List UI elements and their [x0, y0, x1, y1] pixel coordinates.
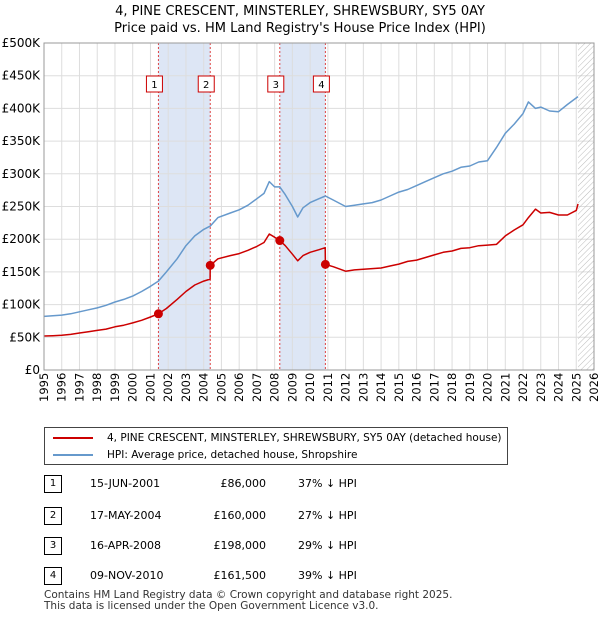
x-tick-label: 2023 [534, 373, 548, 402]
legend-label-hpi: HPI: Average price, detached house, Shro… [107, 449, 358, 461]
sale-label-2: 2 [203, 80, 209, 91]
transaction-hpi-diff: 27% ↓ HPI [298, 509, 357, 522]
legend-swatch-price [53, 437, 93, 439]
transaction-hpi-diff: 29% ↓ HPI [298, 539, 357, 552]
y-tick-label: £500K [2, 36, 42, 50]
y-tick-label: £100K [2, 298, 42, 312]
y-tick-label: £150K [2, 265, 42, 279]
forecast-hatch-region [578, 43, 594, 370]
sale-point-1 [153, 309, 163, 319]
chart-title-line2: Price paid vs. HM Land Registry's House … [114, 21, 486, 36]
x-tick-label: 2022 [516, 373, 530, 402]
x-tick-label: 2006 [232, 373, 246, 402]
y-tick-label: £350K [2, 134, 42, 148]
x-tick-label: 2007 [250, 373, 264, 402]
price-paid-series-line [43, 203, 579, 337]
x-tick-label: 2017 [427, 373, 441, 402]
x-tick-label: 2025 [569, 373, 583, 402]
sale-point-2 [205, 260, 215, 270]
x-tick-label: 2009 [285, 373, 299, 402]
chart-title-line1: 4, PINE CRESCENT, MINSTERLEY, SHREWSBURY… [115, 4, 485, 19]
sale-point-4 [320, 259, 330, 269]
transaction-number-badge: 4 [44, 567, 62, 585]
y-tick-label: £450K [2, 69, 42, 83]
x-tick-label: 2019 [463, 373, 477, 402]
table-row: 3 16-APR-2008 £198,000 29% ↓ HPI [44, 537, 564, 557]
x-tick-label: 2010 [303, 373, 317, 402]
x-tick-label: 2005 [214, 373, 228, 402]
sale-label-4: 4 [318, 80, 324, 91]
sale-label-3: 3 [273, 80, 279, 91]
x-tick-label: 2013 [356, 373, 370, 402]
sale-label-box-1 [145, 75, 163, 93]
transaction-number-badge: 2 [44, 507, 62, 525]
y-tick-label: £300K [2, 167, 42, 181]
x-tick-label: 2000 [126, 373, 140, 402]
x-tick-label: 1995 [37, 373, 51, 402]
legend-item-hpi: HPI: Average price, detached house, Shro… [53, 447, 357, 463]
x-tick-label: 2016 [410, 373, 424, 402]
price-chart: 1 2 3 4 £0 £50K £100K £150K £200K £250K £300K £350… [2, 36, 600, 402]
x-tick-label: 2020 [481, 373, 495, 402]
transaction-price: £161,500 [213, 569, 267, 582]
x-tick-label: 1997 [72, 373, 86, 402]
transaction-price: £198,000 [213, 539, 267, 552]
x-tick-label: 2001 [143, 373, 157, 402]
footer-license: This data is licensed under the Open Gov… [44, 600, 379, 612]
footer-attribution: Contains HM Land Registry data © Crown c… [44, 590, 452, 612]
transaction-hpi-diff: 37% ↓ HPI [298, 477, 357, 490]
x-tick-label: 2024 [552, 373, 566, 402]
sale-point-3 [275, 236, 285, 246]
hpi-series-line [43, 96, 579, 318]
x-tick-label: 2026 [587, 373, 600, 402]
y-tick-label: £50K [9, 330, 41, 344]
table-row: 2 17-MAY-2004 £160,000 27% ↓ HPI [44, 507, 564, 527]
x-tick-label: 1998 [90, 373, 104, 402]
x-tick-label: 2015 [392, 373, 406, 402]
transaction-number-badge: 1 [44, 475, 62, 493]
x-tick-label: 2021 [498, 373, 512, 402]
plot-frame [43, 42, 595, 371]
x-tick-label: 2008 [268, 373, 282, 402]
x-tick-label: 2012 [339, 373, 353, 402]
sale-label-1: 1 [151, 80, 157, 91]
legend-label-price: 4, PINE CRESCENT, MINSTERLEY, SHREWSBURY… [107, 432, 502, 444]
footer-copyright: Contains HM Land Registry data © Crown c… [44, 589, 453, 601]
sale-label-box-4 [312, 75, 330, 93]
transaction-number-badge: 3 [44, 537, 62, 555]
transaction-date: 17-MAY-2004 [90, 509, 162, 522]
transaction-date: 16-APR-2008 [90, 539, 162, 552]
legend: 4, PINE CRESCENT, MINSTERLEY, SHREWSBURY… [44, 427, 508, 465]
transaction-hpi-diff: 39% ↓ HPI [298, 569, 357, 582]
x-tick-label: 2004 [197, 373, 211, 402]
x-tick-label: 2014 [374, 373, 388, 402]
table-row: 4 09-NOV-2010 £161,500 39% ↓ HPI [44, 567, 564, 587]
x-tick-label: 2018 [445, 373, 459, 402]
x-tick-label: 2011 [321, 373, 335, 402]
transaction-price: £160,000 [213, 509, 267, 522]
transaction-date: 09-NOV-2010 [90, 569, 164, 582]
transaction-price: £86,000 [220, 477, 267, 490]
legend-swatch-hpi [53, 454, 93, 456]
y-tick-label: £200K [2, 232, 42, 246]
sale-label-box-2 [197, 75, 215, 93]
x-tick-label: 2002 [161, 373, 175, 402]
y-tick-label: £400K [2, 101, 42, 115]
x-tick-label: 1996 [55, 373, 69, 402]
sale-label-box-3 [267, 75, 285, 93]
y-tick-label: £250K [2, 200, 42, 214]
table-row: 1 15-JUN-2001 £86,000 37% ↓ HPI [44, 475, 564, 495]
transaction-date: 15-JUN-2001 [90, 477, 161, 490]
x-tick-label: 2003 [179, 373, 193, 402]
y-tick-label: £0 [25, 363, 40, 377]
x-tick-label: 1999 [108, 373, 122, 402]
legend-item-price: 4, PINE CRESCENT, MINSTERLEY, SHREWSBURY… [53, 430, 502, 446]
